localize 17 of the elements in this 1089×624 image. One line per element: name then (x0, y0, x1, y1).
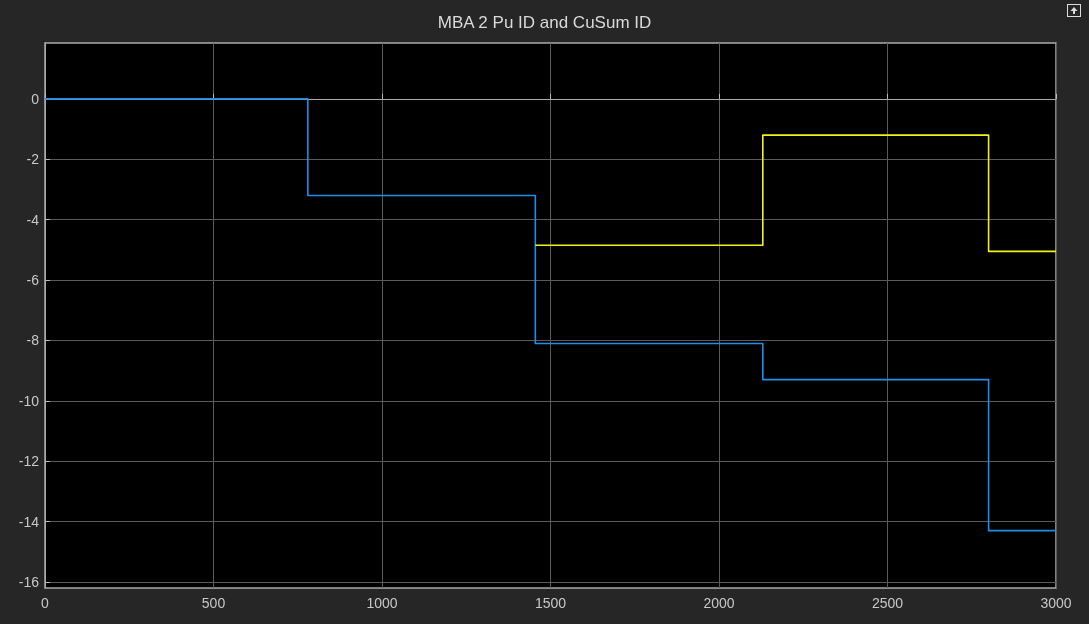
chart-title: MBA 2 Pu ID and CuSum ID (437, 13, 652, 32)
x-tick-label: 500 (201, 595, 226, 611)
y-tick-label: -8 (26, 332, 40, 349)
x-tick-label: 2000 (703, 595, 735, 611)
y-tick-label: -14 (18, 513, 40, 530)
y-tick-label: 0 (31, 90, 40, 107)
x-tick-label: 3000 (1040, 595, 1072, 611)
x-tick-label: 0 (41, 595, 50, 611)
y-tick-label: -6 (26, 272, 40, 289)
x-tick-label: 1000 (366, 595, 398, 611)
y-tick-label: -16 (18, 573, 40, 590)
y-tick-label: -10 (18, 392, 40, 409)
x-tick-label: 1500 (534, 595, 567, 611)
y-tick-label: -12 (18, 453, 40, 470)
x-tick-label: 2500 (871, 595, 904, 611)
y-tick-label: -2 (26, 151, 40, 168)
y-tick-label: -4 (26, 211, 40, 228)
